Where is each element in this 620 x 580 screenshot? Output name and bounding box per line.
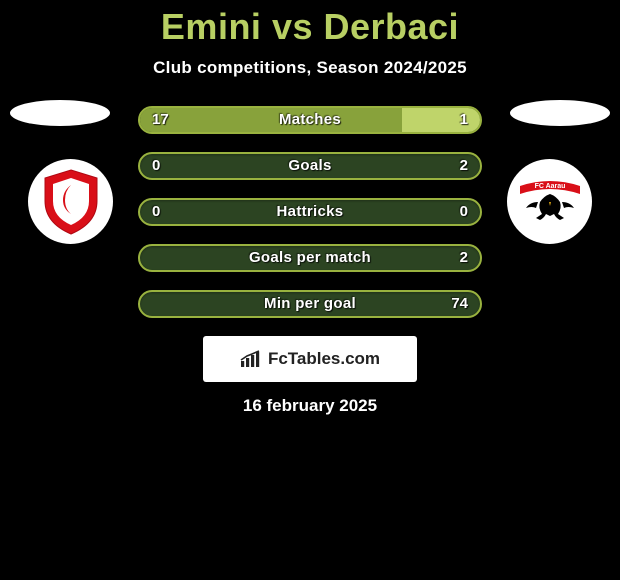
team-right-shadow [510, 100, 610, 126]
stat-row: 02Goals [138, 152, 482, 180]
stat-rows: 171Matches 02Goals 00Hattricks 2Goals per m… [138, 106, 482, 318]
team-left-shadow [10, 100, 110, 126]
team-left-crest [28, 159, 113, 244]
comparison-card: Emini vs Derbaci Club competitions, Seas… [0, 0, 620, 580]
svg-text:FC Aarau: FC Aarau [534, 183, 565, 190]
date-text: 16 february 2025 [10, 396, 610, 416]
stat-row: 2Goals per match [138, 244, 482, 272]
stat-label: Goals per match [140, 246, 480, 270]
page-subtitle: Club competitions, Season 2024/2025 [0, 58, 620, 78]
stat-label: Matches [140, 108, 480, 132]
stat-row: 74Min per goal [138, 290, 482, 318]
team-right-crest: FC Aarau [507, 159, 592, 244]
chart-icon [240, 350, 262, 368]
brand-label: FcTables.com [268, 349, 380, 369]
stat-label: Min per goal [140, 292, 480, 316]
stat-label: Goals [140, 154, 480, 178]
stat-label: Hattricks [140, 200, 480, 224]
stat-row: 171Matches [138, 106, 482, 134]
stat-row: 00Hattricks [138, 198, 482, 226]
page-title: Emini vs Derbaci [0, 6, 620, 48]
brand-badge[interactable]: FcTables.com [203, 336, 417, 382]
comparison-arena: FC Aarau 171Matches 02Goals 00Hattricks 2Go… [0, 106, 620, 416]
